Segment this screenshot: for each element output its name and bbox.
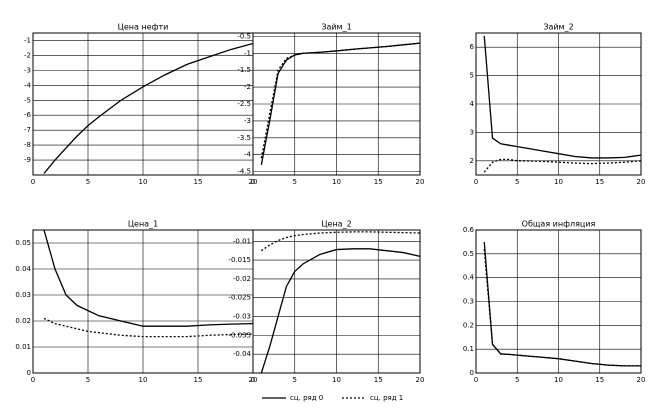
chart-title: Займ_2	[543, 23, 573, 32]
chart-title: Цена_2	[321, 220, 351, 229]
x-tick-label: 5	[293, 178, 297, 186]
y-tick-label: -5	[24, 96, 31, 104]
chart-title: Цена нефти	[118, 23, 169, 32]
y-tick-label: -2	[244, 83, 251, 91]
x-tick-label: 5	[86, 178, 90, 186]
x-tick-label: 5	[515, 376, 519, 384]
y-tick-label: 0.01	[15, 343, 31, 351]
y-tick-label: -0.025	[228, 294, 251, 302]
x-tick-label: 0	[251, 178, 255, 186]
y-tick-label: -0.04	[233, 350, 252, 358]
y-tick-label: 0.2	[463, 321, 474, 329]
y-tick-label: -3	[24, 66, 31, 74]
x-tick-label: 15	[595, 178, 604, 186]
series-line	[260, 231, 420, 252]
x-tick-label: 15	[374, 178, 383, 186]
x-tick-label: 20	[637, 376, 646, 384]
x-tick-label: 20	[249, 178, 258, 186]
legend-label: сц. ряд 1	[370, 394, 403, 402]
chart-title: Цена_1	[128, 220, 158, 229]
y-tick-label: 0	[27, 369, 31, 377]
series-line	[43, 42, 253, 174]
series-line	[483, 249, 641, 367]
y-tick-label: -8	[24, 141, 31, 149]
x-tick-label: 20	[249, 376, 258, 384]
x-tick-label: 5	[515, 178, 519, 186]
x-tick-label: 15	[194, 178, 203, 186]
y-tick-label: 0.5	[463, 250, 474, 258]
x-tick-label: 10	[332, 376, 341, 384]
chart-title: Займ_1	[321, 23, 351, 32]
y-tick-label: -0.015	[228, 256, 251, 264]
y-tick-label: 0.02	[15, 317, 31, 325]
x-tick-label: 5	[86, 376, 90, 384]
x-tick-label: 0	[251, 376, 255, 384]
y-tick-label: 0	[470, 369, 474, 377]
y-tick-label: -0.01	[233, 237, 251, 245]
x-tick-label: 10	[139, 376, 148, 384]
y-tick-label: 4	[470, 100, 475, 108]
y-tick-label: 5	[470, 72, 474, 80]
y-tick-label: -2	[24, 51, 31, 59]
x-tick-label: 5	[293, 376, 297, 384]
y-tick-label: 0.4	[463, 274, 475, 282]
y-tick-label: 0.05	[15, 239, 31, 247]
x-tick-label: 0	[31, 376, 35, 384]
y-tick-label: 0.04	[15, 265, 31, 273]
y-tick-label: -3	[244, 117, 251, 125]
x-tick-label: 0	[31, 178, 35, 186]
y-tick-label: -9	[24, 156, 31, 164]
y-tick-label: 3	[470, 128, 474, 136]
y-tick-label: -1	[244, 49, 251, 57]
y-tick-label: 0.1	[463, 345, 474, 353]
x-tick-label: 20	[637, 178, 646, 186]
x-tick-label: 10	[554, 376, 563, 384]
x-tick-label: 20	[416, 376, 425, 384]
y-tick-label: -0.5	[237, 32, 251, 40]
y-tick-label: -1.5	[237, 66, 251, 74]
y-tick-label: -4.5	[237, 168, 251, 176]
legend-label: сц. ряд 0	[290, 394, 323, 402]
series-line	[483, 158, 641, 173]
y-tick-label: -4	[244, 151, 252, 159]
series-line	[43, 230, 253, 327]
x-tick-label: 0	[474, 178, 478, 186]
chart-title: Общая инфляция	[522, 220, 596, 229]
y-tick-label: 2	[470, 157, 474, 165]
y-tick-label: -0.03	[233, 313, 251, 321]
x-tick-label: 15	[595, 376, 604, 384]
y-tick-label: -2.5	[237, 100, 251, 108]
y-tick-label: -1	[24, 36, 31, 44]
y-tick-label: -6	[24, 111, 32, 119]
y-tick-label: -7	[24, 126, 31, 134]
y-tick-label: 0.6	[463, 226, 475, 234]
y-tick-label: -0.035	[228, 331, 251, 339]
y-tick-label: -3.5	[237, 134, 251, 142]
y-tick-label: -0.02	[233, 275, 251, 283]
x-tick-label: 15	[194, 376, 203, 384]
y-tick-label: -4	[24, 81, 32, 89]
x-tick-label: 0	[474, 376, 478, 384]
y-tick-label: 0.3	[463, 298, 474, 306]
series-line	[260, 248, 420, 373]
x-tick-label: 20	[416, 178, 425, 186]
series-line	[483, 35, 641, 159]
series-line	[260, 42, 420, 159]
series-line	[483, 241, 641, 367]
x-tick-label: 15	[374, 376, 383, 384]
y-tick-label: 0.03	[15, 291, 31, 299]
y-tick-label: 6	[470, 43, 475, 51]
x-tick-label: 10	[139, 178, 148, 186]
x-tick-label: 10	[332, 178, 341, 186]
x-tick-label: 10	[554, 178, 563, 186]
